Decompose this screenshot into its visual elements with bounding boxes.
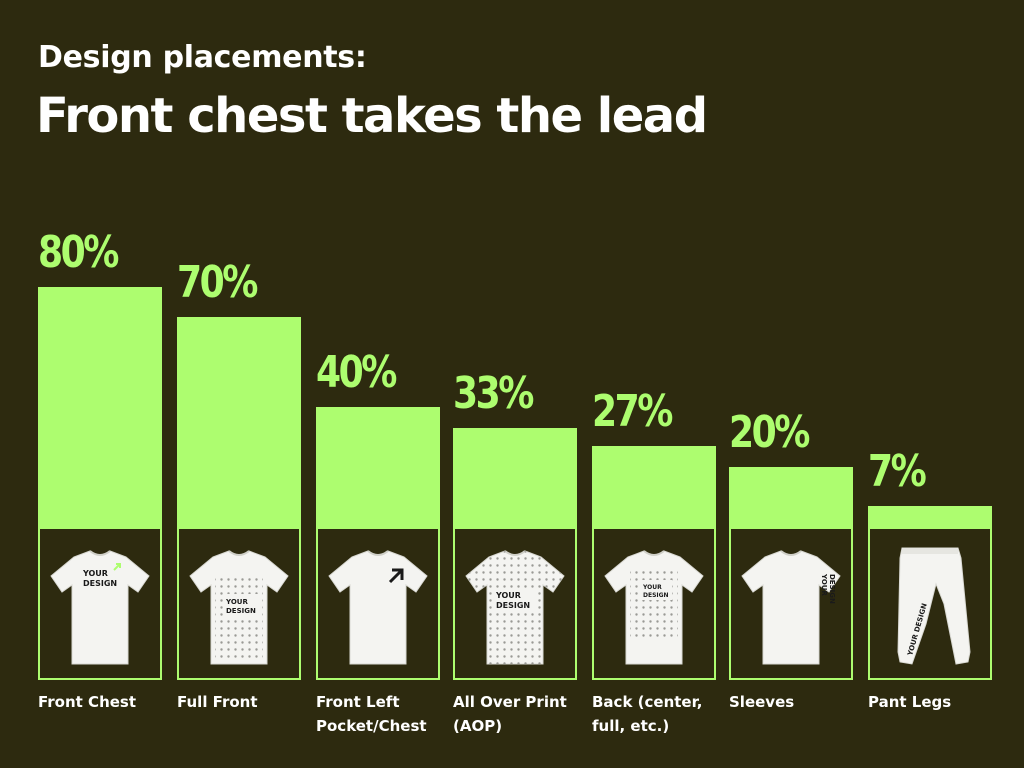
category-label: Sleeves xyxy=(729,693,795,711)
pants-icon xyxy=(897,547,971,665)
value-label: 7% xyxy=(868,447,927,497)
chart-subtitle: Design placements: xyxy=(38,40,367,75)
product-image: YOUR DESIGN xyxy=(897,547,971,665)
bar xyxy=(592,446,716,527)
product-box xyxy=(453,527,577,680)
product-box xyxy=(868,527,992,680)
svg-text:YOUR: YOUR xyxy=(495,591,521,600)
category-label: Pant Legs xyxy=(868,693,952,711)
t-shirt-icon xyxy=(741,550,841,665)
category-label: Back (center, full, etc.) xyxy=(592,693,703,735)
product-box xyxy=(38,527,162,680)
t-shirt-icon xyxy=(328,550,428,665)
svg-text:DESIGN: DESIGN xyxy=(83,579,117,588)
product-box xyxy=(177,527,301,680)
t-shirt-icon xyxy=(50,550,150,665)
category-label: All Over Print (AOP) xyxy=(453,693,567,735)
value-label: 80% xyxy=(38,228,119,278)
product-box xyxy=(316,527,440,680)
value-label: 20% xyxy=(729,408,810,458)
category-label: Front Left Pocket/Chest xyxy=(316,693,427,735)
bar xyxy=(316,407,440,527)
svg-text:YOUR: YOUR xyxy=(225,598,248,606)
bar xyxy=(453,428,577,527)
bar xyxy=(38,287,162,527)
svg-text:DESIGN: DESIGN xyxy=(643,592,669,599)
value-label: 40% xyxy=(316,348,397,398)
category-label: Full Front xyxy=(177,693,258,711)
value-label: 27% xyxy=(592,387,673,437)
product-box xyxy=(729,527,853,680)
arrow-icon xyxy=(388,568,404,584)
product-box xyxy=(592,527,716,680)
svg-text:DESIGN: DESIGN xyxy=(828,574,836,604)
svg-text:YOUR: YOUR xyxy=(82,569,108,578)
bar xyxy=(868,506,992,527)
svg-text:DESIGN: DESIGN xyxy=(226,607,256,615)
chart-title: Front chest takes the lead xyxy=(36,88,708,144)
value-label: 33% xyxy=(453,369,534,419)
bar xyxy=(177,317,301,527)
value-label: 70% xyxy=(177,258,258,308)
svg-text:YOUR: YOUR xyxy=(642,584,662,591)
product-image xyxy=(328,550,428,665)
svg-text:YOUR: YOUR xyxy=(820,573,828,596)
category-label: Front Chest xyxy=(38,693,137,711)
svg-text:DESIGN: DESIGN xyxy=(496,601,530,610)
bar xyxy=(729,467,853,527)
